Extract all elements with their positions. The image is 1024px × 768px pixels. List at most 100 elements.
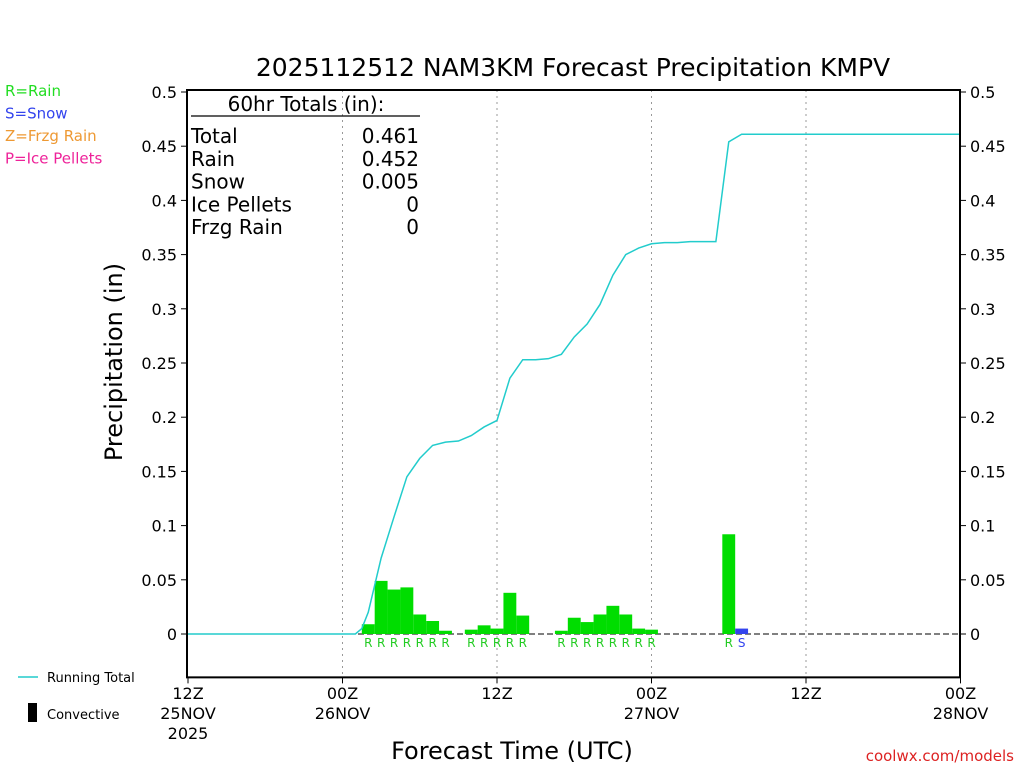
totals-row-value: 0.461 <box>362 124 419 148</box>
bar-type-label: R <box>428 636 436 650</box>
precip-bar <box>426 620 440 634</box>
y-tick-label-right: 0.2 <box>970 408 995 427</box>
precip-bar <box>439 630 452 634</box>
precip-bar <box>645 629 658 634</box>
totals-row-label: Snow <box>191 170 245 194</box>
precip-bar <box>619 614 633 634</box>
y-tick-label-left: 0.3 <box>152 300 177 319</box>
bar-type-label: R <box>441 636 449 650</box>
bar-type-label: R <box>403 636 411 650</box>
precip-bar <box>632 628 646 634</box>
bar-type-label: R <box>364 636 372 650</box>
x-axis-label: Forecast Time (UTC) <box>391 737 633 765</box>
totals-header: 60hr Totals (in): <box>228 92 385 116</box>
precip-type-legend-item: Z=Frzg Rain <box>5 127 97 145</box>
y-tick-label-right: 0.45 <box>970 137 1006 156</box>
convective-legend-label: Convective <box>47 708 120 723</box>
convective-legend-swatch <box>28 703 37 722</box>
x-tick-date-label: 25NOV <box>160 704 216 723</box>
x-tick-date-label: 28NOV <box>933 704 989 723</box>
x-tick-time-label: 12Z <box>481 684 512 703</box>
precip-bar <box>593 614 607 634</box>
bar-type-label: R <box>570 636 578 650</box>
y-tick-label-left: 0.2 <box>152 408 177 427</box>
y-tick-label-left: 0.4 <box>152 191 177 210</box>
x-tick-time-label: 00Z <box>327 684 358 703</box>
y-tick-label-right: 0.25 <box>970 354 1006 373</box>
bar-type-label: R <box>622 636 630 650</box>
y-tick-label-left: 0.1 <box>152 517 177 536</box>
totals-row-value: 0.452 <box>362 147 419 171</box>
precip-bar <box>400 587 414 634</box>
precip-type-legend-item: S=Snow <box>5 105 68 123</box>
x-tick-time-label: 12Z <box>172 684 203 703</box>
running-total-legend-label: Running Total <box>47 671 135 686</box>
totals-row-value: 0 <box>406 215 419 239</box>
precip-bar <box>477 625 491 634</box>
bar-type-label: R <box>596 636 604 650</box>
y-tick-label-right: 0.35 <box>970 246 1006 265</box>
precip-type-legend-item: R=Rain <box>5 82 61 100</box>
plot-layer: R R R R R R R R R R R R R R R R R R R R R S0 00.05 0.050.1 0.10.… <box>5 82 1006 743</box>
precip-bar <box>374 580 388 634</box>
bar-type-label: R <box>557 636 565 650</box>
y-tick-label-right: 0 <box>970 625 980 644</box>
y-tick-label-right: 0.5 <box>970 83 995 102</box>
bar-type-label: R <box>583 636 591 650</box>
bar-type-label: R <box>506 636 514 650</box>
bar-type-label: R <box>519 636 527 650</box>
y-tick-label-left: 0.15 <box>141 462 177 481</box>
x-tick-year-label: 2025 <box>168 724 209 743</box>
x-tick-time-label: 12Z <box>790 684 821 703</box>
y-tick-label-left: 0.05 <box>141 571 177 590</box>
y-tick-label-left: 0.45 <box>141 137 177 156</box>
bar-type-label: R <box>609 636 617 650</box>
precip-bar <box>387 589 401 634</box>
precip-bar <box>580 622 594 634</box>
chart-title: 2025112512 NAM3KM Forecast Precipitation… <box>256 53 890 82</box>
bar-type-label: R <box>390 636 398 650</box>
bar-type-label: R <box>467 636 475 650</box>
y-tick-label-right: 0.3 <box>970 300 995 319</box>
precip-bar <box>606 605 620 634</box>
bar-type-label: R <box>416 636 424 650</box>
precip-type-legend-item: P=Ice Pellets <box>5 150 102 168</box>
bar-type-label: R <box>725 636 733 650</box>
precip-bar <box>413 614 427 634</box>
bar-type-label: R <box>647 636 655 650</box>
bar-type-label: R <box>634 636 642 650</box>
running-total-line <box>188 133 961 635</box>
totals-row-label: Frzg Rain <box>191 215 283 239</box>
y-tick-label-right: 0.4 <box>970 191 995 210</box>
y-axis-label: Precipitation (in) <box>100 263 128 461</box>
plot-frame <box>186 89 961 679</box>
x-tick-time-label: 00Z <box>945 684 976 703</box>
y-tick-label-right: 0.15 <box>970 462 1006 481</box>
bar-type-label: S <box>738 636 746 650</box>
bar-type-label: R <box>480 636 488 650</box>
precip-bar <box>567 617 581 634</box>
y-tick-label-right: 0.1 <box>970 517 995 536</box>
precip-bar <box>503 592 517 634</box>
y-tick-label-left: 0.35 <box>141 246 177 265</box>
bar-type-label: R <box>493 636 501 650</box>
totals-row-label: Rain <box>191 147 235 171</box>
precip-bar <box>490 628 504 634</box>
precip-bar <box>361 624 375 634</box>
x-tick-date-label: 27NOV <box>624 704 680 723</box>
totals-row-value: 0 <box>406 192 419 216</box>
y-tick-label-left: 0.25 <box>141 354 177 373</box>
x-tick-time-label: 00Z <box>636 684 667 703</box>
x-tick-date-label: 26NOV <box>315 704 371 723</box>
totals-row-value: 0.005 <box>362 170 419 194</box>
precip-bar <box>722 534 736 634</box>
precip-bar <box>554 630 568 634</box>
bar-type-label: R <box>377 636 385 650</box>
y-tick-label-right: 0.05 <box>970 571 1006 590</box>
y-tick-label-left: 0 <box>167 625 177 644</box>
precip-bar <box>516 615 530 634</box>
precip-bar <box>464 629 478 634</box>
y-tick-label-left: 0.5 <box>152 83 177 102</box>
totals-row-label: Total <box>190 124 238 148</box>
